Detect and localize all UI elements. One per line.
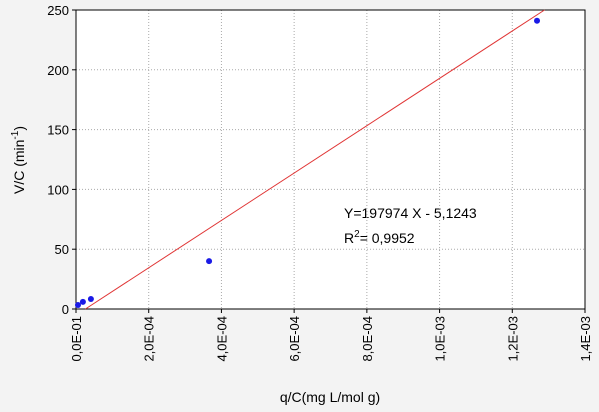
y-axis-label: V/C (min-1) <box>10 126 27 194</box>
point <box>206 258 213 265</box>
y-tick-label: 100 <box>47 182 69 197</box>
y-tick-label: 50 <box>55 242 69 257</box>
y-tick-label: 0 <box>62 302 69 317</box>
x-tick-label: 1,0E-03 <box>433 316 448 362</box>
y-tick-label: 250 <box>47 3 69 18</box>
x-axis-label: q/C(mg L/mol g) <box>280 389 380 405</box>
annotation-text: Y=197974 X - 5,1243 <box>344 205 477 221</box>
y-tick-label: 150 <box>47 123 69 138</box>
annotation-text: R <box>344 230 354 246</box>
annotation: R2= 0,9952 <box>344 229 415 246</box>
y-label-end: ) <box>11 126 27 131</box>
x-tick-label: 4,0E-04 <box>214 316 229 362</box>
fit-line <box>85 9 545 310</box>
plot-frame <box>75 9 586 310</box>
annotation: Y=197974 X - 5,1243 <box>344 205 477 221</box>
y-tick-label: 200 <box>47 63 69 78</box>
x-tick-label: 6,0E-04 <box>287 316 302 362</box>
point <box>79 298 86 305</box>
x-tick-label: 8,0E-04 <box>360 316 375 362</box>
point <box>74 302 81 309</box>
point <box>87 295 94 302</box>
y-label-text: V/C (min <box>11 140 27 194</box>
y-label-sup: -1 <box>10 130 21 139</box>
x-tick-label: 1,2E-03 <box>505 316 520 362</box>
x-tick-label: 2,0E-04 <box>142 316 157 362</box>
annotation-text: = 0,9952 <box>360 230 415 246</box>
x-tick-label: 1,4E-03 <box>578 316 593 362</box>
x-tick-label: 0,0E-01 <box>69 316 84 362</box>
annotation-sup: 2 <box>354 229 360 240</box>
plot-area <box>76 10 585 309</box>
point <box>534 17 541 24</box>
